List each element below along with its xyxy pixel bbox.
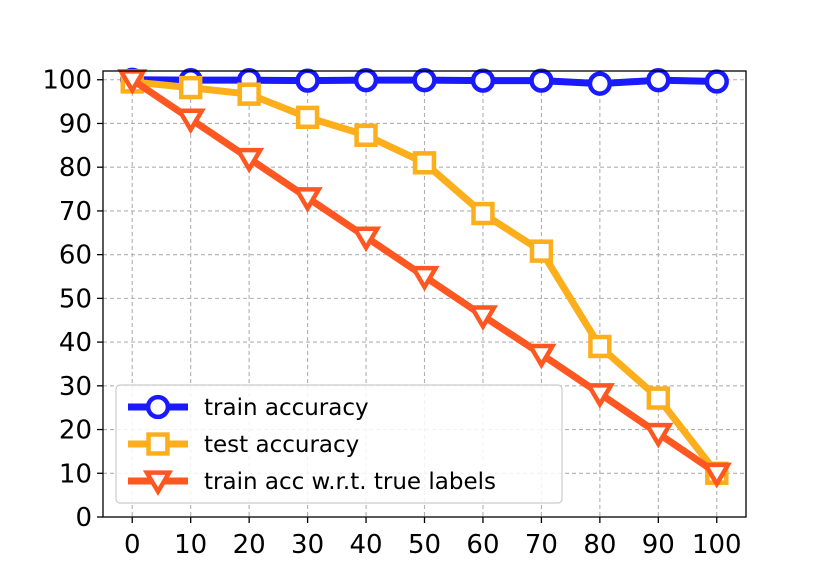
data-point-s2-4 (350, 226, 382, 253)
x-tick-label-1: 10 (174, 530, 207, 560)
x-tick-label-5: 50 (408, 530, 441, 560)
data-point-s0-6 (470, 68, 496, 93)
y-tick-label-3: 30 (59, 372, 92, 402)
data-point-s2-5 (409, 265, 440, 292)
y-tick-label-6: 60 (59, 241, 92, 271)
data-point-s1-8 (588, 334, 612, 359)
data-point-s0-5 (412, 68, 437, 93)
data-point-s1-7 (529, 239, 554, 263)
axis-ticks: 0 10 20 30 40 50 60 70 80 90 100 0 10 20 30 40 50 60 70 80 9… (42, 66, 741, 560)
legend-label-0: train accuracy (204, 395, 369, 421)
data-point-s2-10 (701, 462, 732, 489)
y-tick-label-4: 40 (59, 328, 92, 358)
data-point-s2-9 (643, 422, 674, 449)
x-tick-label-3: 30 (291, 530, 324, 560)
y-tick-label-5: 50 (59, 284, 92, 314)
data-point-s2-7 (526, 343, 557, 370)
x-tick-label-9: 90 (642, 530, 675, 560)
data-point-s1-3 (295, 105, 320, 130)
data-point-s0-3 (295, 68, 320, 93)
legend: train accuracy test accuracy train acc w.r… (115, 384, 563, 504)
x-tick-label-0: 0 (124, 530, 141, 560)
data-point-s1-5 (412, 151, 437, 175)
data-point-s1-4 (354, 123, 378, 147)
data-point-s1-2 (237, 82, 261, 106)
data-point-s2-1 (175, 108, 206, 135)
y-tick-label-0: 0 (75, 503, 92, 533)
data-point-s2-6 (467, 305, 499, 331)
data-point-s1-9 (646, 386, 671, 410)
x-tick-label-6: 60 (466, 530, 499, 560)
data-point-s0-10 (704, 69, 729, 94)
x-tick-label-8: 80 (583, 530, 616, 560)
y-tick-label-10: 100 (42, 66, 92, 96)
legend-marker-2 (142, 470, 174, 497)
data-point-s1-6 (471, 201, 495, 226)
data-point-s2-8 (584, 383, 615, 409)
legend-label-1: test accuracy (204, 432, 359, 458)
data-point-s1-1 (178, 75, 203, 100)
data-point-s0-8 (587, 71, 613, 96)
data-point-s0-9 (646, 68, 671, 93)
series-2 (117, 69, 732, 489)
plot-series (117, 67, 732, 489)
data-point-s0-7 (529, 68, 554, 93)
legend-label-2: train acc w.r.t. true labels (204, 469, 496, 495)
y-tick-label-2: 20 (59, 416, 92, 446)
x-tick-label-2: 20 (233, 530, 266, 560)
x-tick-label-7: 70 (525, 530, 558, 560)
x-tick-label-4: 40 (349, 530, 382, 560)
y-tick-label-8: 80 (59, 153, 92, 183)
y-tick-label-9: 90 (59, 109, 92, 139)
y-tick-label-7: 70 (59, 197, 92, 227)
legend-box (115, 384, 563, 504)
legend-marker-0 (145, 394, 171, 420)
data-point-s0-4 (353, 68, 379, 93)
data-point-s2-3 (292, 187, 323, 213)
x-tick-label-10: 100 (692, 530, 742, 560)
data-point-s2-2 (234, 147, 265, 174)
y-tick-label-1: 10 (59, 459, 92, 489)
legend-marker-1 (146, 432, 170, 456)
